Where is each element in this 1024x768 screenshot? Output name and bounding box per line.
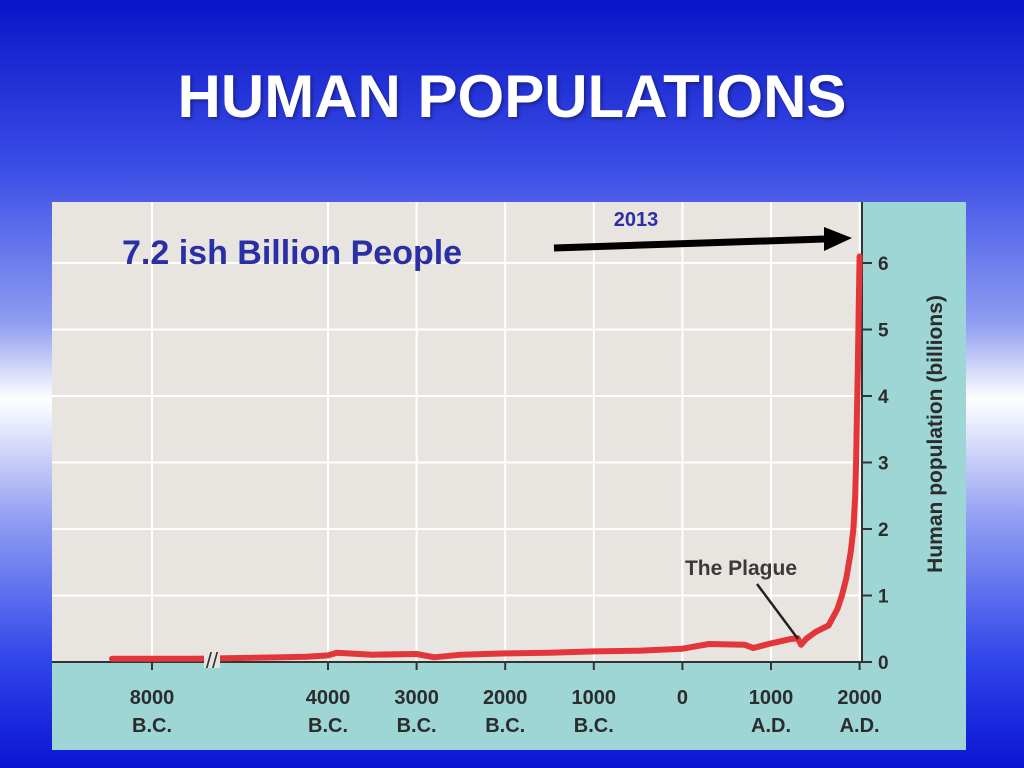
axis-break-gap bbox=[204, 652, 220, 668]
x-tick-label: 3000 bbox=[394, 687, 439, 709]
plague-pointer bbox=[755, 583, 800, 640]
x-tick-label: 2000 bbox=[837, 687, 882, 709]
y-tick-label: 0 bbox=[878, 653, 889, 674]
x-tick-era: B.C. bbox=[132, 715, 172, 737]
x-tick-label: 1000 bbox=[572, 687, 617, 709]
y-tick-label: 6 bbox=[878, 254, 889, 275]
y-tick-label: 1 bbox=[878, 587, 889, 608]
population-annotation: 7.2 ish Billion People bbox=[122, 234, 462, 272]
y-tick-label: 2 bbox=[878, 520, 889, 541]
plot-area bbox=[52, 202, 862, 662]
x-tick-era: B.C. bbox=[397, 715, 437, 737]
x-tick-era: B.C. bbox=[574, 715, 614, 737]
population-line bbox=[109, 253, 863, 662]
arrow-year-label: 2013 bbox=[614, 209, 659, 231]
x-tick-label: 0 bbox=[677, 687, 688, 709]
x-tick-label: 8000 bbox=[130, 687, 175, 709]
x-tick-label: 2000 bbox=[483, 687, 528, 709]
axis-break: // bbox=[204, 648, 220, 673]
x-tick-era: B.C. bbox=[485, 715, 525, 737]
y-axis-ticks: 0 1 2 3 4 5 6 bbox=[862, 254, 889, 674]
axis-break-mark: // bbox=[206, 648, 219, 673]
x-tick-label: 4000 bbox=[306, 687, 351, 709]
y-tick-label: 4 bbox=[878, 387, 889, 408]
plague-annotation: The Plague bbox=[685, 557, 797, 580]
population-chart: 0 1 2 3 4 5 6 8000 B.C. 4000 B.C. 3000 B.C. 2000 B.C.… bbox=[52, 202, 966, 750]
x-tick-era: B.C. bbox=[308, 715, 348, 737]
x-axis-ticks: 8000 B.C. 4000 B.C. 3000 B.C. 2000 B.C. 1000 B.C.… bbox=[130, 662, 882, 737]
x-tick-era: A.D. bbox=[840, 715, 880, 737]
y-tick-label: 5 bbox=[878, 321, 889, 342]
y-tick-label: 3 bbox=[878, 454, 889, 475]
x-tick-label: 1000 bbox=[749, 687, 794, 709]
y-axis-label: Human population (billions) bbox=[924, 295, 947, 573]
gridlines bbox=[52, 202, 863, 663]
slide-title: HUMAN POPULATIONS bbox=[177, 63, 847, 130]
x-tick-era: A.D. bbox=[751, 715, 791, 737]
arrow bbox=[553, 227, 852, 252]
